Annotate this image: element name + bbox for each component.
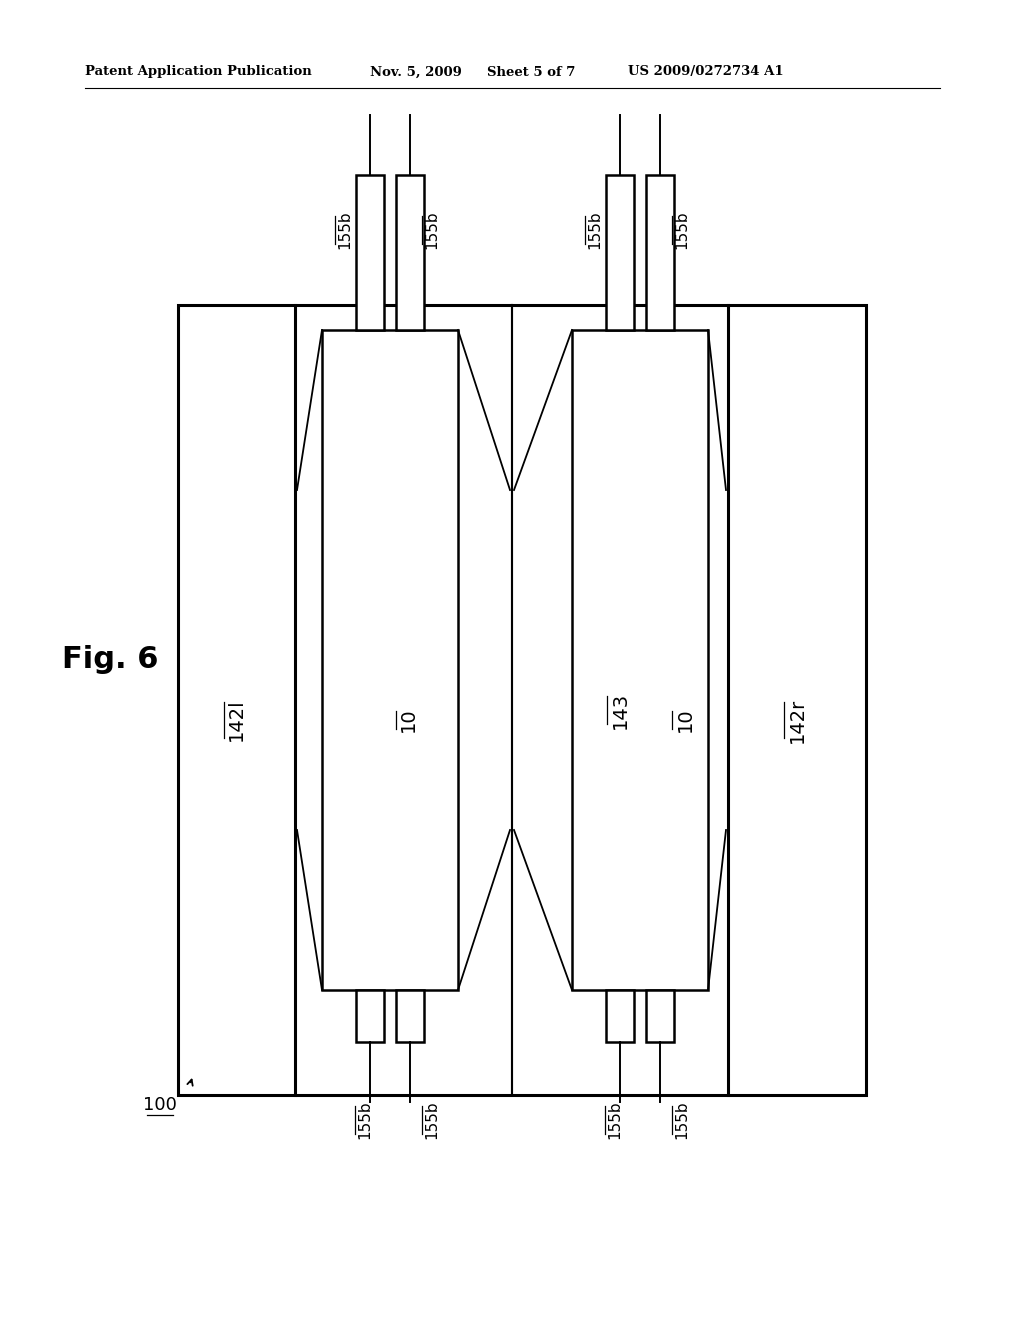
Text: 100: 100 (143, 1096, 177, 1114)
Bar (606, 990, 634, 1041)
Bar (606, 176, 634, 330)
Bar (646, 176, 674, 330)
Text: 155b: 155b (675, 1101, 689, 1139)
Text: 155b: 155b (425, 211, 439, 249)
Text: 155b: 155b (588, 211, 602, 249)
Text: 142l: 142l (227, 698, 246, 742)
Text: Sheet 5 of 7: Sheet 5 of 7 (487, 66, 575, 78)
Bar (178, 305, 866, 1096)
Text: Patent Application Publication: Patent Application Publication (85, 66, 311, 78)
Bar (646, 990, 674, 1041)
Text: 155b: 155b (607, 1101, 623, 1139)
Bar (356, 176, 384, 330)
Text: 155b: 155b (338, 211, 352, 249)
Text: 155b: 155b (425, 1101, 439, 1139)
Text: US 2009/0272734 A1: US 2009/0272734 A1 (628, 66, 783, 78)
Text: Fig. 6: Fig. 6 (61, 645, 159, 675)
Bar (396, 176, 424, 330)
Bar (356, 990, 384, 1041)
Bar (572, 330, 708, 990)
Text: Nov. 5, 2009: Nov. 5, 2009 (370, 66, 462, 78)
Text: 155b: 155b (675, 211, 689, 249)
Text: 10: 10 (676, 708, 694, 733)
Bar (322, 330, 458, 990)
Text: 155b: 155b (357, 1101, 373, 1139)
Text: 143: 143 (610, 692, 630, 729)
Text: 10: 10 (399, 708, 418, 733)
Bar (396, 990, 424, 1041)
Text: 142r: 142r (787, 697, 807, 743)
